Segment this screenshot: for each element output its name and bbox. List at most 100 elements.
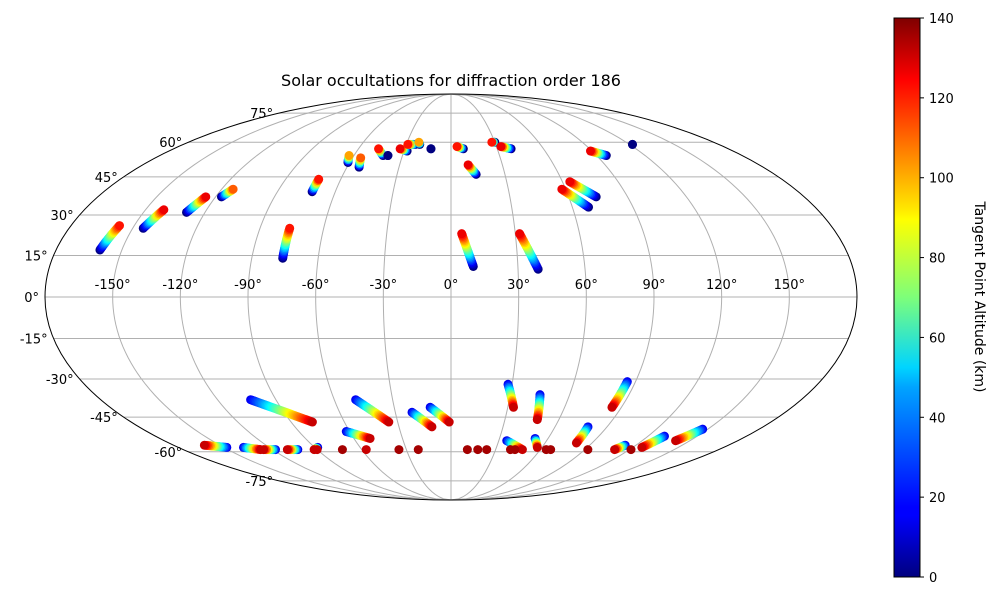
occultation-point xyxy=(159,205,169,215)
occultation-point xyxy=(452,142,462,152)
colorbar-tick-label: 60 xyxy=(929,331,946,346)
occultation-track-22 xyxy=(565,177,601,202)
occultation-track-5 xyxy=(278,223,295,263)
occultation-track-43 xyxy=(671,424,708,446)
occultation-track-10 xyxy=(383,151,393,161)
occultation-point xyxy=(462,445,472,455)
occultation-point xyxy=(571,438,581,448)
colorbar-tick-label: 0 xyxy=(929,571,937,586)
occultation-point xyxy=(565,177,575,187)
occultation-point xyxy=(508,402,518,412)
latitude-tick-label: 45° xyxy=(95,171,118,186)
occultation-track-13 xyxy=(414,137,425,149)
occultation-track-25 xyxy=(246,395,317,427)
longitude-tick-label: 90° xyxy=(642,278,665,293)
colorbar-tick-label: 40 xyxy=(929,411,946,426)
colorbar-ticks: 0 20 40 60 80 100 120 140 xyxy=(920,12,954,586)
colorbar-label: Tangent Point Altitude (km) xyxy=(971,200,987,392)
latitude-tick-label: -60° xyxy=(155,446,183,461)
occultation-track-19 xyxy=(496,142,516,154)
colorbar-tick-label: 140 xyxy=(929,12,954,27)
occultation-point xyxy=(626,445,636,455)
occultation-point xyxy=(557,184,567,194)
latitude-tick-label: 30° xyxy=(51,209,74,224)
occultation-point xyxy=(637,442,647,452)
occultation-track-2 xyxy=(138,205,169,233)
occultation-point xyxy=(115,221,124,231)
occultation-point xyxy=(482,445,492,455)
occultation-track-42 xyxy=(637,431,669,452)
longitude-tick-label: 120° xyxy=(706,278,737,293)
occultation-point xyxy=(496,142,506,152)
occultation-track-1 xyxy=(95,221,124,255)
longitude-tick-label: -60° xyxy=(302,278,330,293)
longitude-tick-label: -120° xyxy=(162,278,198,293)
occultation-point xyxy=(463,160,473,170)
occultation-track-4 xyxy=(216,184,238,202)
occultation-point xyxy=(546,445,556,455)
occultation-point xyxy=(414,137,424,147)
occultation-track-12 xyxy=(403,139,420,149)
occultation-point xyxy=(426,144,436,154)
occultation-point xyxy=(285,223,295,233)
colorbar-tick-label: 120 xyxy=(929,92,954,107)
occultation-point xyxy=(583,445,593,455)
occultation-track-28 xyxy=(341,427,375,443)
occultation-point xyxy=(510,445,520,455)
occultation-point xyxy=(383,151,393,161)
occultation-track-30 xyxy=(503,379,518,412)
colorbar-tick-label: 100 xyxy=(929,172,954,187)
occultation-point xyxy=(307,417,317,427)
occultation-track-33 xyxy=(571,422,593,448)
map-border xyxy=(44,93,858,501)
occultation-track-32 xyxy=(607,377,632,412)
map-globe xyxy=(44,93,858,501)
occultation-track-37 xyxy=(282,445,303,455)
data-points xyxy=(95,137,708,455)
colorbar-gradient xyxy=(893,17,921,578)
latitude-tick-labels: 75° 60° 45° 30° 15° 0° -15° -30° -45° -60° -75° xyxy=(20,107,273,490)
latitude-tick-label: -45° xyxy=(90,411,118,426)
occultation-point xyxy=(365,433,375,443)
occultation-point xyxy=(532,442,542,452)
occultation-track-8 xyxy=(354,153,366,172)
occultation-point xyxy=(627,139,637,149)
longitude-tick-label: 60° xyxy=(575,278,598,293)
occultation-track-41 xyxy=(610,440,630,455)
longitude-tick-label: 0° xyxy=(444,278,459,293)
occultation-track-34 xyxy=(199,440,232,452)
occultation-point xyxy=(312,445,322,455)
colorbar-tick-label: 20 xyxy=(929,491,946,506)
occultation-track-20 xyxy=(515,229,543,274)
occultation-point xyxy=(413,445,423,455)
occultation-point xyxy=(361,445,371,455)
latitude-tick-label: 15° xyxy=(25,249,48,264)
occultation-track-15 xyxy=(452,142,468,154)
occultation-point xyxy=(337,445,347,455)
occultation-track-29 xyxy=(425,402,454,427)
latitude-tick-label: -75° xyxy=(245,475,273,490)
occultation-point xyxy=(457,229,467,239)
occultation-track-26 xyxy=(351,395,394,427)
occultation-track-18 xyxy=(487,137,500,147)
occultation-track-36 xyxy=(259,445,280,455)
occultation-point xyxy=(671,436,681,446)
occultation-point xyxy=(444,417,454,427)
occultation-point xyxy=(228,184,238,194)
occultation-track-27 xyxy=(407,407,437,432)
occultation-point xyxy=(374,144,384,154)
occultation-point xyxy=(487,137,497,147)
occultation-point xyxy=(201,192,211,202)
occultation-point xyxy=(344,151,354,161)
occultation-track-40 xyxy=(530,433,542,452)
occultation-point xyxy=(199,440,209,450)
latitude-tick-label: -30° xyxy=(46,373,74,388)
latitude-tick-label: 75° xyxy=(250,107,273,122)
occultation-point xyxy=(532,415,542,425)
latitude-tick-label: 60° xyxy=(159,136,182,151)
occultation-point xyxy=(585,146,595,156)
occultation-track-7 xyxy=(343,151,354,167)
occultation-track-3 xyxy=(182,192,211,217)
longitude-tick-label: 150° xyxy=(774,278,805,293)
